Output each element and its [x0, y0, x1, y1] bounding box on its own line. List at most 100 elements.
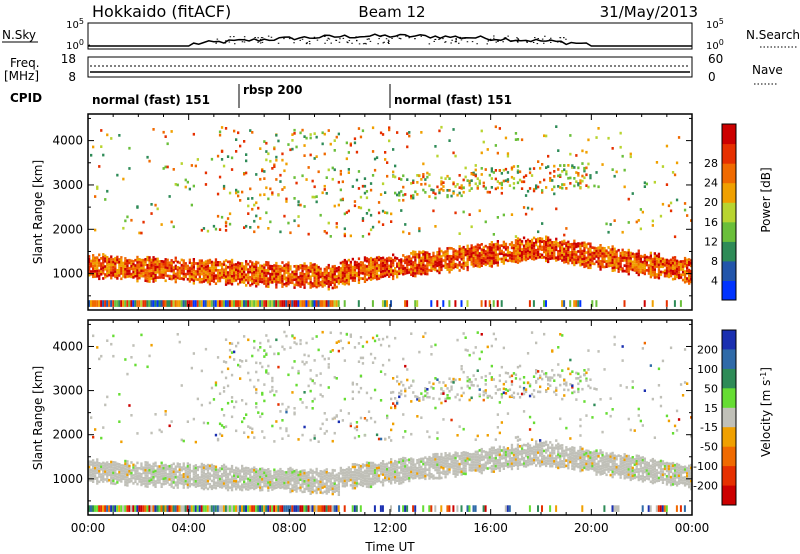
range-cell	[226, 505, 229, 512]
range-cell	[150, 473, 153, 476]
range-cell	[295, 505, 298, 512]
range-cell	[404, 269, 407, 273]
range-cell	[293, 477, 296, 481]
range-cell	[345, 484, 349, 487]
range-cell	[355, 471, 359, 475]
range-cell	[555, 240, 558, 244]
range-cell	[313, 281, 316, 285]
range-cell	[118, 420, 121, 423]
range-cell	[317, 300, 320, 307]
range-cell	[379, 193, 383, 196]
range-cell	[394, 256, 397, 260]
range-cell	[526, 238, 530, 242]
range-cell	[369, 256, 373, 260]
range-cell	[323, 152, 326, 156]
range-cell	[392, 475, 395, 479]
range-cell	[220, 276, 224, 279]
range-cell	[520, 250, 524, 254]
range-cell	[643, 259, 647, 262]
range-cell	[301, 267, 304, 270]
range-cell	[609, 253, 612, 257]
range-cell	[331, 177, 334, 181]
range-cell	[408, 263, 411, 266]
range-cell	[285, 197, 288, 201]
range-cell	[255, 173, 258, 176]
range-cell	[309, 438, 312, 442]
range-cell	[335, 267, 338, 270]
range-cell	[353, 141, 357, 145]
range-cell	[667, 264, 671, 268]
range-cell	[333, 286, 336, 289]
range-cell	[532, 241, 536, 245]
range-cell	[200, 300, 203, 307]
range-cell	[110, 266, 113, 269]
range-cell	[237, 282, 240, 286]
range-cell	[388, 474, 391, 478]
range-cell	[424, 256, 427, 260]
range-cell	[192, 417, 196, 421]
range-cell	[500, 257, 504, 261]
range-cell	[114, 466, 117, 470]
range-cell	[112, 505, 115, 512]
range-cell	[351, 471, 355, 474]
range-cell	[237, 341, 240, 345]
range-cell	[347, 151, 351, 154]
range-cell	[88, 463, 91, 466]
range-cell	[188, 479, 192, 483]
range-cell	[162, 466, 165, 470]
range-cell	[228, 481, 232, 484]
range-cell	[237, 300, 240, 307]
range-cell	[396, 468, 399, 472]
range-cell	[539, 247, 542, 251]
range-cell	[563, 255, 566, 259]
range-cell	[261, 467, 264, 470]
range-cell	[357, 127, 361, 130]
range-cell	[271, 270, 274, 273]
range-cell	[396, 265, 399, 268]
range-cell	[422, 162, 425, 166]
range-cell	[498, 247, 502, 250]
range-cell	[613, 219, 616, 222]
range-cell	[432, 262, 435, 266]
range-cell	[148, 269, 151, 273]
range-cell	[255, 478, 258, 482]
range-cell	[253, 276, 256, 279]
range-cell	[206, 229, 210, 233]
range-cell	[532, 187, 536, 191]
range-cell	[651, 257, 655, 261]
range-cell	[299, 279, 302, 283]
range-cell	[623, 264, 626, 267]
range-cell	[567, 253, 570, 257]
range-cell	[224, 478, 228, 482]
range-cell	[647, 272, 651, 275]
range-cell	[663, 261, 667, 265]
range-cell	[561, 186, 564, 190]
range-cell	[287, 261, 290, 265]
range-cell	[241, 483, 244, 486]
range-cell	[607, 262, 610, 265]
range-cell	[456, 183, 459, 186]
range-cell	[182, 300, 185, 307]
range-cell	[573, 252, 576, 256]
range-cell	[94, 477, 97, 480]
range-cell	[532, 244, 536, 248]
range-cell	[655, 259, 659, 263]
range-cell	[299, 282, 302, 286]
range-cell	[277, 480, 280, 483]
range-cell	[545, 259, 548, 263]
range-cell	[488, 243, 492, 246]
range-cell	[110, 474, 113, 477]
range-cell	[569, 182, 572, 185]
range-cell	[230, 400, 234, 403]
range-cell	[196, 264, 200, 268]
range-cell	[410, 252, 413, 255]
range-cell	[170, 130, 173, 133]
range-cell	[333, 485, 336, 488]
range-cell	[351, 479, 355, 482]
range-cell	[492, 243, 496, 246]
range-cell	[597, 265, 600, 268]
range-cell	[259, 177, 262, 181]
range-cell	[363, 482, 367, 486]
range-cell	[172, 475, 175, 479]
range-cell	[365, 466, 369, 470]
